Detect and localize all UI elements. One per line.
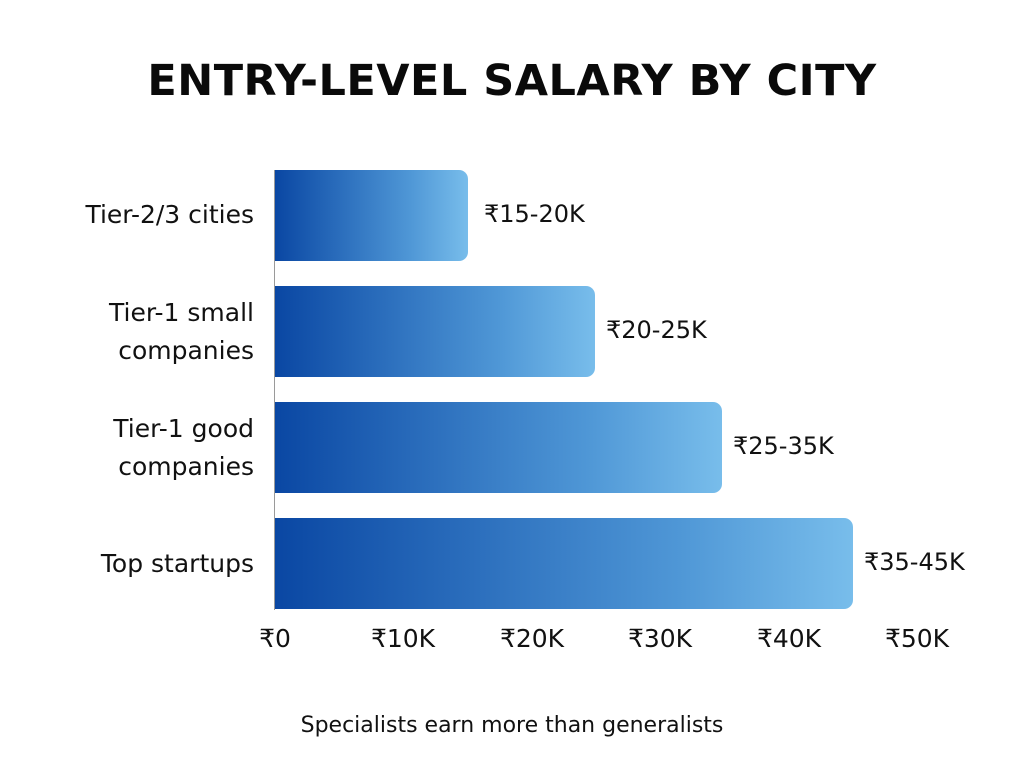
category-label-top-startups: Top startups: [101, 545, 254, 583]
category-label-line: companies: [118, 336, 254, 365]
value-label-tier23: ₹15-20K: [484, 200, 585, 228]
chart-caption: Specialists earn more than generalists: [300, 713, 724, 738]
x-tick-0: ₹0: [259, 624, 291, 653]
chart-title: ENTRY-LEVEL SALARY BY CITY: [147, 56, 877, 106]
bar-tier1-small: [275, 286, 595, 377]
x-tick-10k: ₹10K: [370, 624, 436, 653]
value-label-top-startups: ₹35-45K: [864, 548, 965, 576]
y-axis-line: [274, 170, 275, 610]
x-tick-40k: ₹40K: [756, 624, 822, 653]
bar-tier1-good: [275, 402, 722, 493]
value-label-tier1-small: ₹20-25K: [606, 316, 707, 344]
bar-top-startups: [275, 518, 853, 609]
x-tick-50k: ₹50K: [884, 624, 950, 653]
category-label-tier1-small: Tier-1 small companies: [109, 294, 254, 370]
x-tick-20k: ₹20K: [499, 624, 565, 653]
category-label-tier23: Tier-2/3 cities: [85, 196, 254, 234]
category-label-line: Top startups: [100, 549, 254, 578]
category-label-line: Tier-2/3 cities: [85, 200, 254, 229]
category-label-line: companies: [118, 452, 254, 481]
category-label-line: Tier-1 good: [113, 414, 254, 443]
category-label-line: Tier-1 small: [109, 298, 254, 327]
category-label-tier1-good: Tier-1 good companies: [113, 410, 254, 486]
bar-tier23: [275, 170, 468, 261]
value-label-tier1-good: ₹25-35K: [733, 432, 834, 460]
x-tick-30k: ₹30K: [627, 624, 693, 653]
